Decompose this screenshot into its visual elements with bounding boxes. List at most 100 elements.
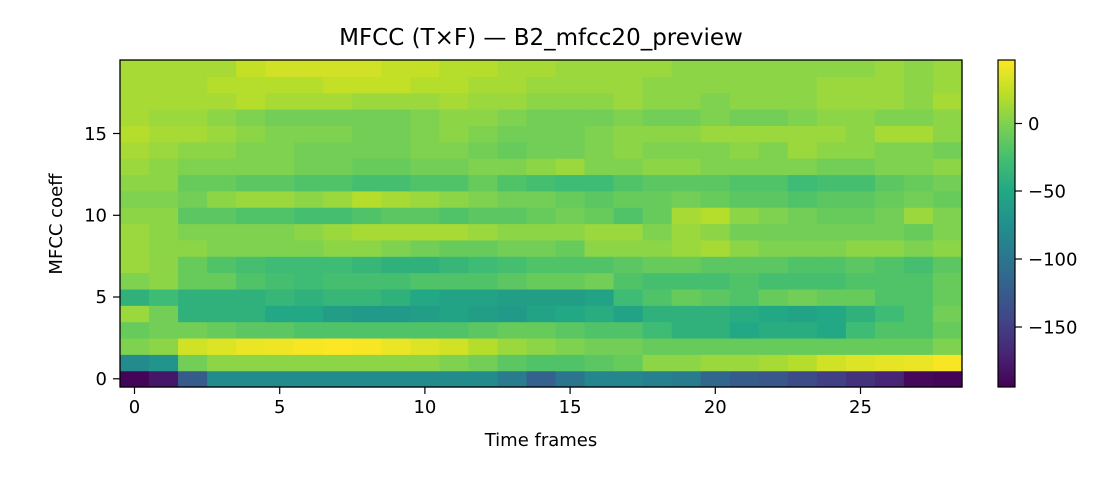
heatmap-cell: [468, 288, 499, 306]
heatmap-cell: [642, 109, 673, 126]
heatmap-cell: [671, 256, 702, 274]
heatmap-cell: [787, 125, 818, 143]
heatmap-cell: [410, 223, 440, 241]
heatmap-cell: [468, 321, 499, 339]
heatmap-cell: [439, 223, 470, 241]
heatmap-cell: [352, 92, 382, 110]
heatmap-cell: [729, 288, 760, 306]
heatmap-cell: [439, 305, 470, 323]
heatmap-cell: [932, 158, 963, 176]
heatmap-cell: [149, 288, 179, 306]
heatmap-cell: [265, 288, 295, 306]
heatmap-cell: [700, 337, 731, 355]
heatmap-cell: [584, 207, 615, 225]
heatmap-cell: [642, 60, 673, 77]
heatmap-cell: [526, 337, 557, 355]
heatmap-cell: [439, 321, 470, 339]
heatmap-cell: [265, 305, 295, 323]
heatmap-cell: [613, 288, 644, 306]
heatmap-cell: [671, 337, 702, 355]
heatmap-cell: [903, 109, 934, 126]
heatmap-cell: [729, 174, 760, 192]
heatmap-cell: [555, 158, 586, 176]
heatmap-cell: [584, 370, 615, 388]
heatmap-cell: [294, 223, 324, 241]
heatmap-cell: [120, 256, 150, 274]
colorbar-tick: −150: [1015, 318, 1077, 339]
heatmap-cell: [294, 190, 324, 208]
heatmap-cell: [352, 305, 382, 323]
heatmap-cell: [555, 223, 586, 241]
heatmap-cell: [642, 256, 673, 274]
heatmap-cell: [671, 354, 702, 372]
heatmap-cell: [932, 239, 963, 257]
heatmap-cell: [265, 256, 295, 274]
heatmap-cell: [642, 354, 673, 372]
heatmap-cell: [613, 239, 644, 257]
x-axis: 0 5 10 15 20 25 Time frames: [129, 387, 872, 451]
heatmap-cell: [845, 92, 876, 110]
heatmap-cell: [410, 370, 440, 388]
heatmap-cell: [613, 305, 644, 323]
heatmap-cell: [874, 272, 905, 290]
heatmap-cell: [729, 223, 760, 241]
heatmap-cell: [236, 305, 266, 323]
x-tick: 20: [704, 387, 727, 418]
heatmap-cell: [642, 239, 673, 257]
heatmap-cell: [758, 305, 789, 323]
heatmap-cell: [294, 305, 324, 323]
heatmap-cell: [149, 370, 179, 388]
heatmap-cell: [294, 60, 324, 77]
heatmap-cell: [381, 174, 411, 192]
heatmap-cell: [845, 109, 876, 126]
heatmap-cell: [729, 321, 760, 339]
heatmap-cell: [207, 174, 237, 192]
heatmap-cell: [497, 125, 528, 143]
heatmap-cell: [439, 60, 470, 77]
heatmap-cell: [787, 272, 818, 290]
heatmap-cell: [439, 272, 470, 290]
heatmap-cell: [874, 92, 905, 110]
heatmap-cell: [932, 125, 963, 143]
heatmap-cell: [642, 190, 673, 208]
heatmap-cell: [613, 272, 644, 290]
heatmap-cell: [323, 272, 353, 290]
heatmap-cell: [468, 256, 499, 274]
heatmap-cell: [613, 76, 644, 94]
heatmap-cell: [758, 76, 789, 94]
heatmap-cell: [671, 141, 702, 159]
y-tick: 0: [96, 369, 120, 390]
heatmap-cell: [120, 92, 150, 110]
heatmap-cell: [410, 141, 440, 159]
heatmap-cell: [700, 190, 731, 208]
heatmap-cell: [265, 141, 295, 159]
heatmap-cell: [555, 174, 586, 192]
heatmap-cell: [294, 354, 324, 372]
heatmap-cell: [526, 321, 557, 339]
heatmap-cell: [294, 174, 324, 192]
heatmap-cell: [874, 190, 905, 208]
heatmap-cell: [352, 141, 382, 159]
heatmap-cell: [497, 272, 528, 290]
heatmap-cell: [526, 92, 557, 110]
heatmap-cell: [468, 125, 499, 143]
heatmap-cell: [236, 321, 266, 339]
heatmap-cell: [526, 354, 557, 372]
heatmap-cell: [758, 125, 789, 143]
heatmap-cell: [120, 125, 150, 143]
heatmap-cell: [236, 337, 266, 355]
heatmap-cell: [700, 109, 731, 126]
heatmap-cell: [236, 288, 266, 306]
heatmap-cell: [700, 223, 731, 241]
heatmap-cell: [758, 190, 789, 208]
heatmap-cell: [207, 109, 237, 126]
heatmap-cell: [729, 60, 760, 77]
heatmap-cell: [787, 288, 818, 306]
heatmap-cell: [758, 321, 789, 339]
heatmap-cell: [207, 141, 237, 159]
heatmap-cell: [120, 109, 150, 126]
heatmap-cell: [613, 92, 644, 110]
heatmap-cell: [874, 223, 905, 241]
heatmap-cell: [294, 158, 324, 176]
heatmap-cell: [149, 305, 179, 323]
